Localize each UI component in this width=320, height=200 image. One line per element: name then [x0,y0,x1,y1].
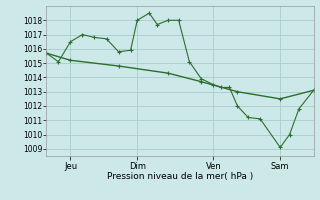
X-axis label: Pression niveau de la mer( hPa ): Pression niveau de la mer( hPa ) [107,172,253,181]
